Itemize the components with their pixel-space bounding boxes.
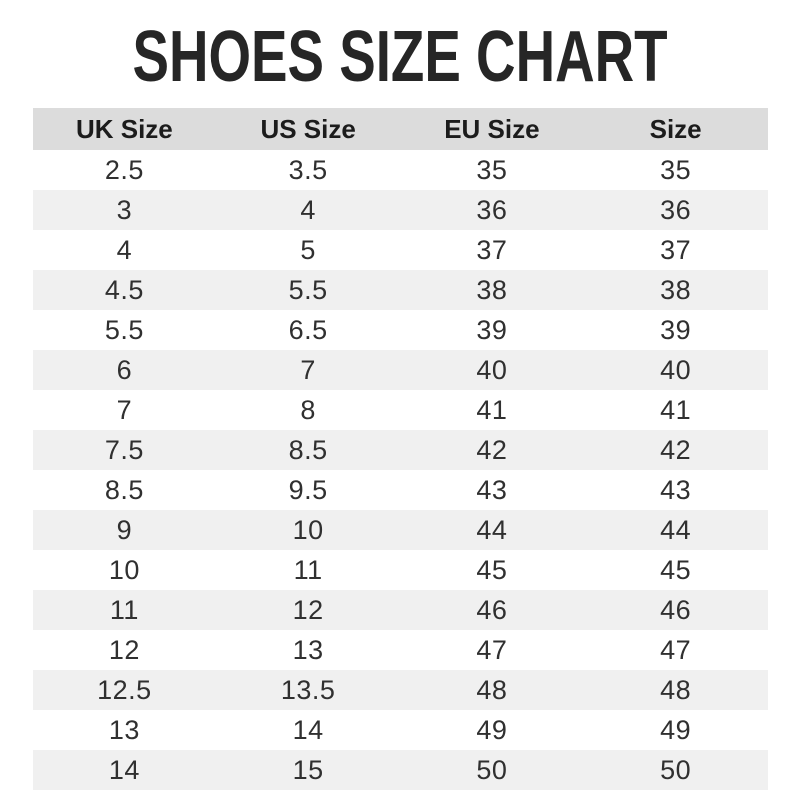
table-cell: 14 <box>292 714 324 745</box>
table-cell: 45 <box>660 554 692 585</box>
table-cell: 4 <box>116 234 133 265</box>
table-cell: 48 <box>476 674 508 705</box>
table-cell: 14 <box>108 754 140 785</box>
table-cell: 46 <box>476 594 508 625</box>
table-cell: 37 <box>476 234 508 265</box>
table-cell: 40 <box>660 354 692 385</box>
table-cell: 13.5 <box>280 674 336 705</box>
table-cell: 12 <box>108 634 140 665</box>
table-cell: 6 <box>116 354 133 385</box>
table-cell: 38 <box>660 274 692 305</box>
table-row: 3 4 36 36 <box>32 190 768 230</box>
table-cell: 50 <box>660 754 692 785</box>
table-cell: 35 <box>660 154 692 185</box>
size-chart-page: SHOES SIZE CHART UK Size US Size EU Size Si… <box>0 16 800 800</box>
table-cell: 36 <box>476 194 508 225</box>
table-cell: 49 <box>476 714 508 745</box>
table-cell: 6.5 <box>288 314 328 345</box>
table-cell: 42 <box>660 434 692 465</box>
table-row: 12 13 47 47 <box>32 630 768 670</box>
table-cell: 2.5 <box>104 154 144 185</box>
table-cell: 12.5 <box>97 674 152 705</box>
table-cell: 3.5 <box>288 154 328 185</box>
table-cell: 43 <box>660 474 692 505</box>
table-cell: 15 <box>292 754 324 785</box>
table-cell: 35 <box>476 154 508 185</box>
table-row: 8.5 9.5 43 43 <box>32 470 768 510</box>
size-chart-table: UK Size US Size EU Size Size 2.5 3.5 35 35 3 4 36… <box>32 108 768 790</box>
table-row: 5.5 6.5 39 39 <box>32 310 768 350</box>
table-cell: 5.5 <box>288 274 328 305</box>
table-cell: 8.5 <box>104 474 144 505</box>
table-cell: 8.5 <box>288 434 328 465</box>
table-cell: 12 <box>292 594 324 625</box>
table-cell: 39 <box>660 314 692 345</box>
table-header-row: UK Size US Size EU Size Size <box>32 108 768 150</box>
table-row: 4.5 5.5 38 38 <box>32 270 768 310</box>
table-cell: 44 <box>476 514 508 545</box>
table-cell: 11 <box>109 594 139 625</box>
table-cell: 7 <box>300 354 316 385</box>
table-cell: 5.5 <box>104 314 144 345</box>
table-row: 13 14 49 49 <box>32 710 768 750</box>
table-cell: 47 <box>660 634 692 665</box>
table-cell: 4 <box>300 194 316 225</box>
header-cell: Size <box>583 108 768 150</box>
table-cell: 3 <box>116 194 133 225</box>
table-cell: 41 <box>476 394 508 425</box>
table-row: 12.5 13.5 48 48 <box>32 670 768 710</box>
table-cell: 4.5 <box>104 274 144 305</box>
table-cell: 38 <box>476 274 508 305</box>
table-cell: 45 <box>476 554 508 585</box>
table-row: 10 11 45 45 <box>32 550 768 590</box>
table-cell: 13 <box>108 714 140 745</box>
table-cell: 41 <box>660 394 692 425</box>
table-cell: 10 <box>108 554 140 585</box>
table-cell: 9 <box>116 514 133 545</box>
table-cell: 36 <box>660 194 692 225</box>
table-cell: 9.5 <box>288 474 328 505</box>
table-cell: 8 <box>300 394 316 425</box>
table-row: 4 5 37 37 <box>32 230 768 270</box>
table-cell: 42 <box>476 434 508 465</box>
table-cell: 44 <box>660 514 692 545</box>
table-row: 14 15 50 50 <box>32 750 768 790</box>
table-cell: 47 <box>476 634 508 665</box>
table-cell: 11 <box>293 554 323 585</box>
table-cell: 50 <box>476 754 508 785</box>
table-row: 7 8 41 41 <box>32 390 768 430</box>
table-cell: 46 <box>660 594 692 625</box>
table-row: 9 10 44 44 <box>32 510 768 550</box>
table-cell: 7 <box>116 394 133 425</box>
table-row: 2.5 3.5 35 35 <box>32 150 768 190</box>
table-cell: 43 <box>476 474 508 505</box>
table-cell: 48 <box>660 674 692 705</box>
page-title: SHOES SIZE CHART <box>132 17 668 97</box>
table-cell: 7.5 <box>104 434 144 465</box>
table-cell: 37 <box>660 234 692 265</box>
table-row: 6 7 40 40 <box>32 350 768 390</box>
header-cell: UK Size <box>32 108 217 150</box>
table-cell: 10 <box>292 514 324 545</box>
header-cell: EU Size <box>400 108 584 150</box>
header-cell: US Size <box>216 108 400 150</box>
table-row: 7.5 8.5 42 42 <box>32 430 768 470</box>
table-cell: 5 <box>300 234 316 265</box>
table-body: 2.5 3.5 35 35 3 4 36 36 4 5 37 37 4.5 5.5 38 38 5.5 6.5 39… <box>32 150 768 790</box>
table-cell: 49 <box>660 714 692 745</box>
table-row: 11 12 46 46 <box>32 590 768 630</box>
table-head: UK Size US Size EU Size Size <box>32 108 768 150</box>
table-cell: 40 <box>476 354 508 385</box>
table-cell: 13 <box>292 634 324 665</box>
table-cell: 39 <box>476 314 508 345</box>
